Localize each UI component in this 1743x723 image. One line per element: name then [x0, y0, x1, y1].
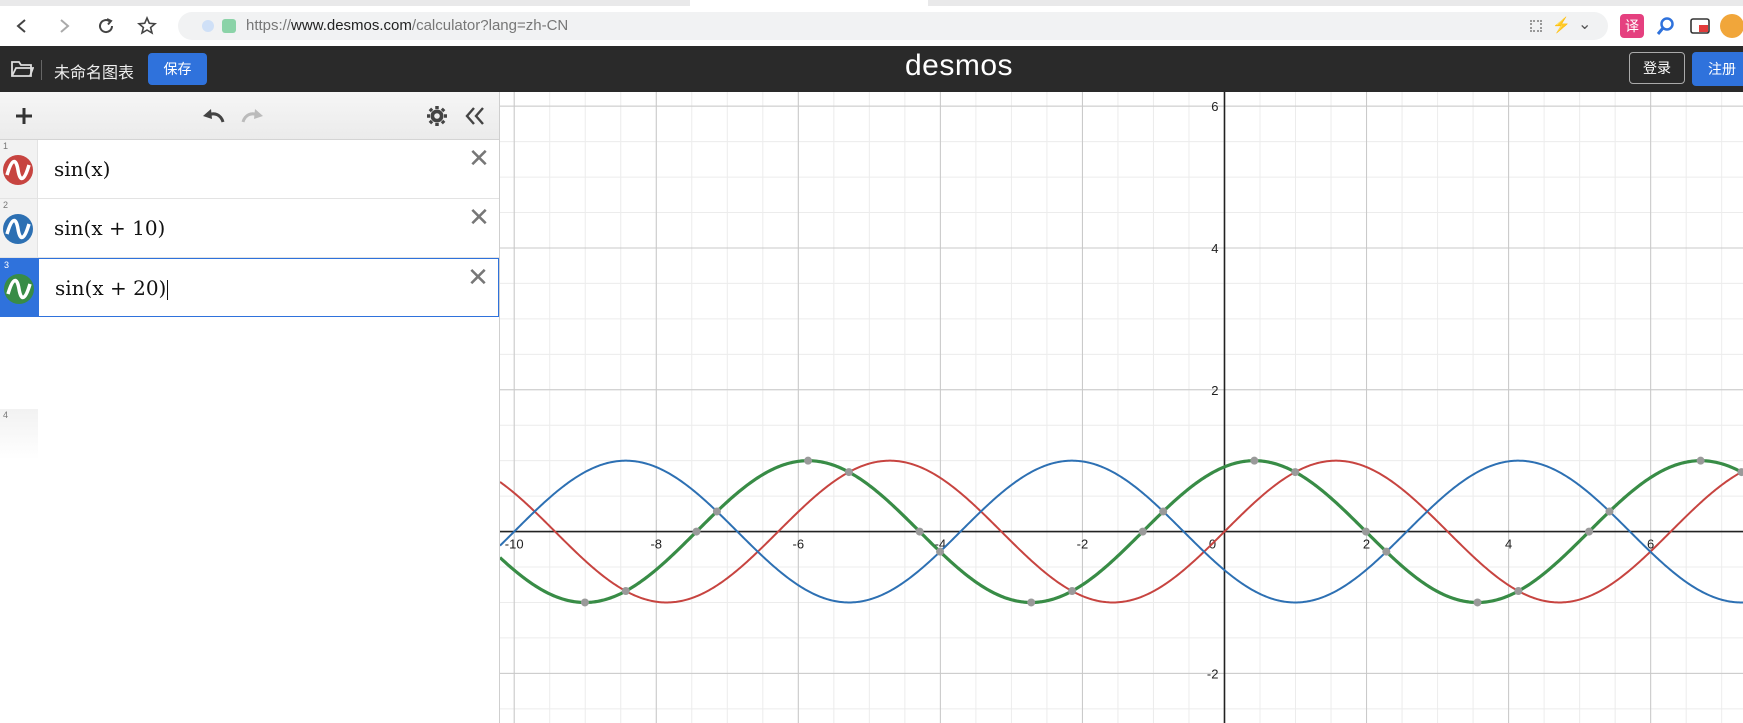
point-of-interest: [1250, 456, 1259, 465]
expression-number: 2: [3, 200, 9, 210]
expression-gutter: 2: [0, 199, 38, 257]
forward-icon[interactable]: [50, 12, 78, 40]
expression-input[interactable]: sin(x): [54, 157, 111, 181]
point-of-interest: [692, 527, 701, 536]
point-of-interest: [1605, 507, 1614, 516]
curve-series-1: [500, 459, 1743, 604]
point-of-interest: [1361, 527, 1370, 536]
curve-series-2: [500, 459, 1743, 604]
url-text[interactable]: https://www.desmos.com/calculator?lang=z…: [246, 17, 569, 34]
desmos-logo: desmos: [905, 49, 1014, 82]
graph-title[interactable]: 未命名图表: [54, 65, 135, 82]
expression-number: 4: [3, 410, 9, 420]
login-button[interactable]: 登录: [1629, 52, 1685, 84]
point-of-interest: [1696, 456, 1705, 465]
wave-icon[interactable]: [3, 155, 33, 185]
search-icon[interactable]: [1654, 14, 1678, 38]
point-of-interest: [1585, 527, 1594, 536]
expression-row[interactable]: 1 sin(x) ✕: [0, 140, 499, 199]
point-of-interest: [1473, 598, 1482, 607]
browser-toolbar: https://www.desmos.com/calculator?lang=z…: [0, 0, 1743, 47]
y-tick-label: -2: [1207, 666, 1219, 681]
app-header: 未命名图表 保存 desmos 登录 注册: [0, 46, 1743, 92]
point-of-interest: [1291, 468, 1300, 477]
undo-icon[interactable]: [200, 103, 228, 129]
point-of-interest: [1138, 527, 1147, 536]
wave-icon[interactable]: [4, 274, 34, 304]
point-of-interest: [1027, 598, 1036, 607]
expression-gutter[interactable]: 4: [0, 409, 38, 460]
save-button[interactable]: 保存: [148, 53, 207, 85]
point-of-interest: [1514, 587, 1523, 596]
site-info-icon[interactable]: [222, 19, 236, 33]
address-bar[interactable]: https://www.desmos.com/calculator?lang=z…: [178, 12, 1608, 40]
x-tick-label: 2: [1363, 537, 1370, 552]
point-of-interest: [1382, 547, 1391, 556]
gear-icon[interactable]: [423, 103, 451, 129]
back-icon[interactable]: [8, 12, 36, 40]
expression-number: 1: [3, 141, 9, 151]
qr-icon[interactable]: [1530, 20, 1542, 32]
point-of-interest: [621, 587, 630, 596]
bolt-icon[interactable]: ⚡: [1552, 17, 1571, 34]
browser-tab[interactable]: [928, 0, 1743, 6]
point-of-interest: [712, 507, 721, 516]
y-tick-label: 2: [1211, 383, 1218, 398]
point-of-interest: [936, 547, 945, 556]
expression-number: 3: [4, 260, 10, 270]
point-of-interest: [804, 456, 813, 465]
x-tick-label: -6: [793, 537, 805, 552]
expression-toolbar: [0, 92, 499, 140]
expression-gutter: 1: [0, 140, 38, 198]
cast-icon[interactable]: [1688, 14, 1712, 38]
signup-button[interactable]: 注册: [1692, 52, 1743, 86]
x-tick-label: 6: [1647, 537, 1654, 552]
star-icon[interactable]: [133, 12, 161, 40]
x-tick-label: -4: [935, 537, 947, 552]
close-icon[interactable]: ✕: [467, 262, 489, 292]
close-icon[interactable]: ✕: [468, 143, 490, 173]
expression-input[interactable]: sin(x + 20): [55, 276, 169, 300]
curve-series-3: [500, 459, 1743, 605]
collapse-icon[interactable]: [461, 103, 489, 129]
shield-icon: [202, 20, 214, 32]
chevron-down-icon[interactable]: ⌄: [1578, 16, 1592, 33]
plus-icon[interactable]: [10, 102, 38, 130]
point-of-interest: [1737, 468, 1743, 477]
point-of-interest: [580, 598, 589, 607]
redo-icon[interactable]: [238, 103, 266, 129]
expression-row[interactable]: 2 sin(x + 10) ✕: [0, 199, 499, 258]
expression-gutter: 3: [1, 259, 39, 316]
x-tick-label: -8: [650, 537, 662, 552]
header-divider: [41, 60, 42, 80]
expression-row-selected[interactable]: 3 sin(x + 20) ✕: [0, 258, 499, 317]
x-tick-label: -2: [1077, 537, 1089, 552]
point-of-interest: [1068, 587, 1077, 596]
wave-icon[interactable]: [3, 214, 33, 244]
y-tick-label: 6: [1211, 99, 1218, 114]
browser-tab[interactable]: [0, 0, 690, 6]
reload-icon[interactable]: [92, 12, 120, 40]
folder-icon[interactable]: [10, 58, 35, 80]
expression-list: 1 sin(x) ✕ 2 sin(x + 10) ✕ 3 sin(x + 20)…: [0, 92, 500, 723]
avatar-icon[interactable]: [1720, 14, 1743, 38]
y-tick-label: 4: [1211, 241, 1218, 256]
translate-icon[interactable]: 译: [1620, 14, 1644, 38]
point-of-interest: [915, 527, 924, 536]
expression-input[interactable]: sin(x + 10): [54, 216, 166, 240]
text-cursor: [167, 279, 169, 300]
x-tick-label: -10: [505, 537, 524, 552]
close-icon[interactable]: ✕: [468, 202, 490, 232]
x-tick-label: 4: [1505, 537, 1512, 552]
point-of-interest: [844, 468, 853, 477]
point-of-interest: [1159, 507, 1168, 516]
